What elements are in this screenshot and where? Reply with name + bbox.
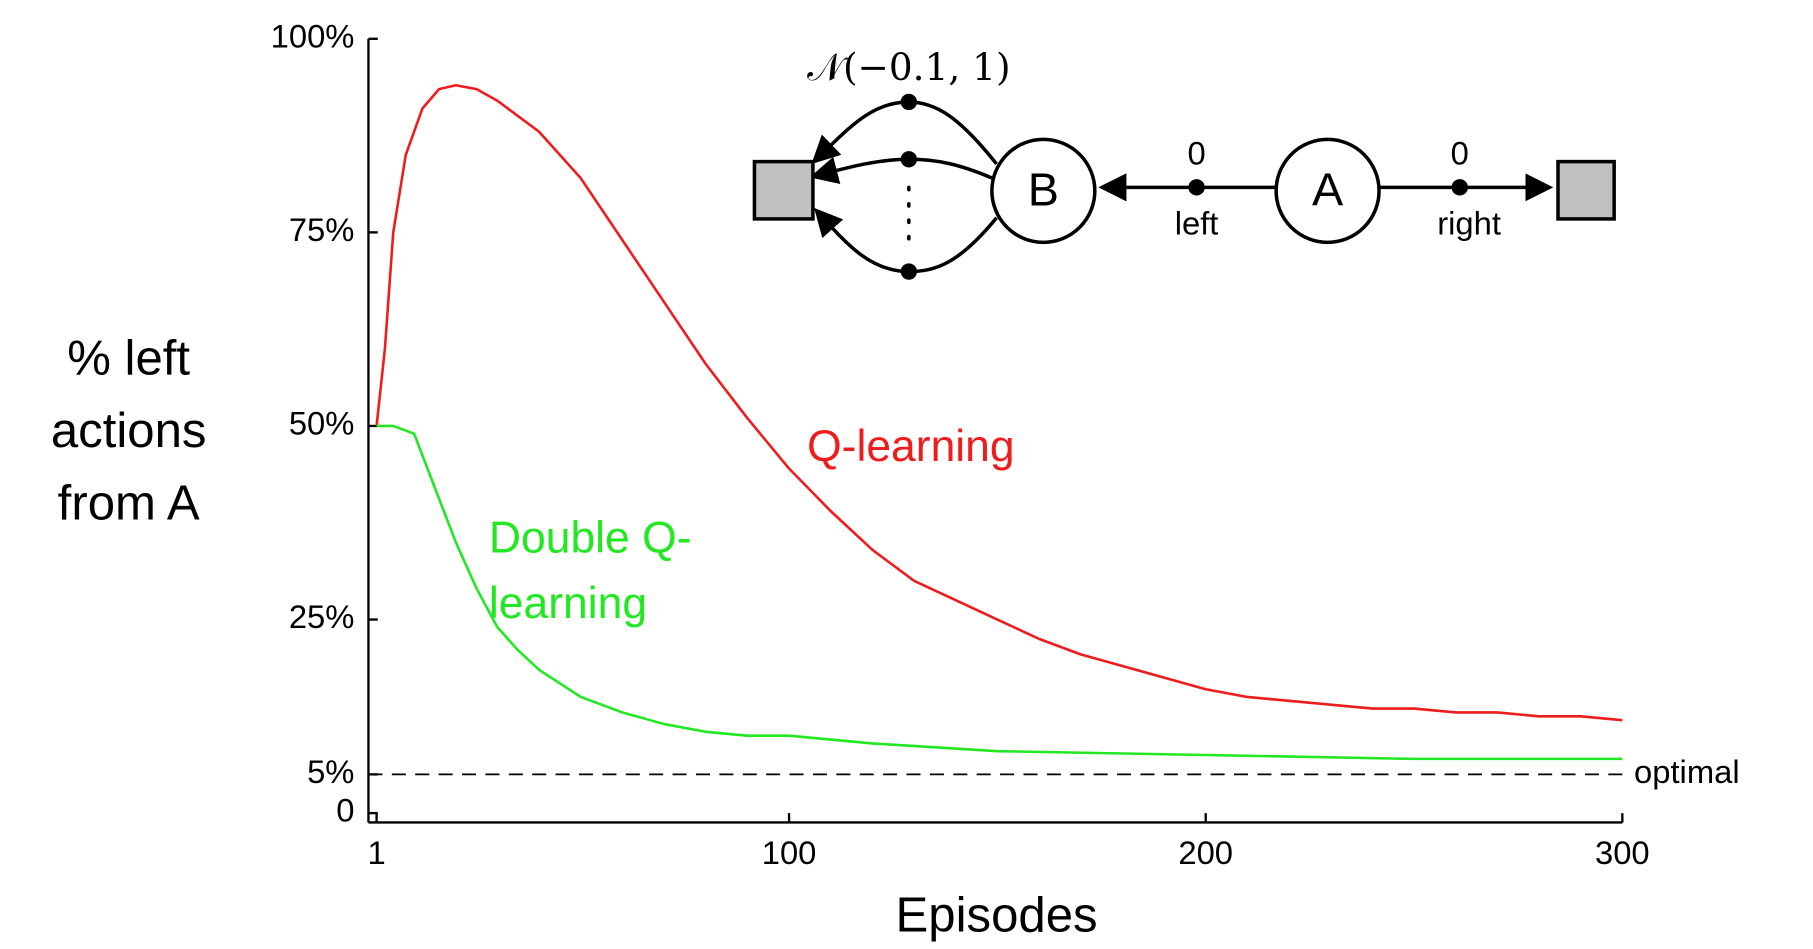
dot: [1188, 179, 1205, 196]
edge-label: left: [1175, 205, 1219, 242]
y-tick-label: 75%: [289, 211, 355, 248]
x-axis-label: Episodes: [896, 888, 1098, 942]
node: [990, 137, 1097, 245]
reference-label: optimal: [1634, 753, 1740, 790]
node: [1274, 137, 1381, 245]
node-label: B: [1028, 164, 1059, 216]
series-label-box: Double Q-learning: [488, 513, 692, 629]
x-tick-label: 300: [1595, 834, 1650, 871]
y-tick-label: 100%: [271, 17, 355, 54]
distribution: 𝒩(−0.1, 1): [807, 45, 1010, 89]
diagram: [752, 93, 1616, 280]
x-tick-label: 1: [367, 834, 385, 871]
line: [376, 424, 1623, 761]
y-tick-label: 5%: [307, 753, 354, 790]
series-label: Double Q-learning: [488, 513, 692, 629]
x-tick-label: 100: [762, 834, 817, 871]
y-tick-label: 0: [336, 792, 354, 829]
x-tick-label: 200: [1178, 834, 1233, 871]
y-tick-label: 25%: [289, 598, 355, 635]
terminal: [1556, 159, 1616, 221]
y-axis-label-box: % left actions from A: [50, 330, 207, 531]
node-label: A: [1312, 164, 1344, 216]
reward: 0: [1187, 134, 1205, 171]
series-label: Q-learning: [807, 422, 1015, 472]
line: [375, 83, 1623, 722]
edge-label: right: [1437, 205, 1501, 242]
y-axis-label: % left actions from A: [50, 330, 207, 531]
reward: 0: [1451, 134, 1469, 171]
dot: [900, 151, 918, 168]
terminal: [752, 159, 815, 221]
dot: [900, 263, 918, 280]
series-label-box: Q-learning: [807, 422, 1015, 472]
dot: [900, 93, 918, 111]
y-tick-label: 50%: [289, 405, 355, 442]
dot: [1451, 179, 1468, 196]
